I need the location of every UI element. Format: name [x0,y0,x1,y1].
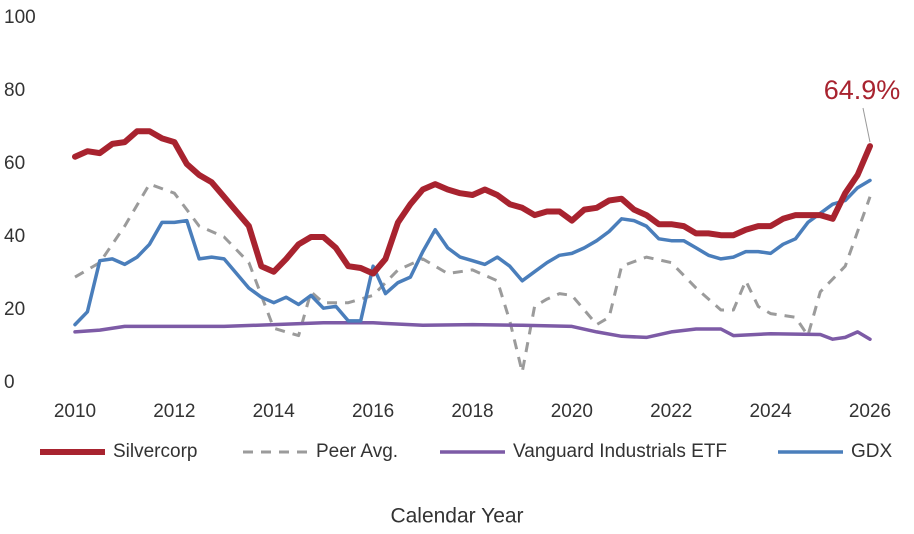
x-tick-label: 2022 [650,401,692,422]
y-tick-label: 20 [4,299,25,320]
x-tick-label: 2018 [451,401,493,422]
legend-label: Peer Avg. [316,441,398,462]
annotation: 64.9% [824,75,901,105]
x-tick-label: 2026 [849,401,891,422]
y-tick-label: 0 [4,372,15,393]
legend-label: Silvercorp [113,441,197,462]
x-axis-label: Calendar Year [390,505,523,528]
x-tick-label: 2024 [749,401,792,422]
series-line [72,128,873,277]
x-tick-label: 2016 [352,401,394,422]
series-line [73,178,872,327]
x-tick-label: 2010 [54,401,96,422]
series-line [73,321,872,341]
y-tick-label: 40 [4,226,25,247]
annotation-leader [862,107,871,143]
legend-label: Vanguard Industrials ETF [513,441,727,462]
y-tick-label: 60 [4,153,25,174]
y-tick-label: 80 [4,80,25,101]
y-tick-label: 100 [4,7,36,28]
x-tick-label: 2020 [551,401,593,422]
series-line [74,182,872,374]
x-tick-label: 2014 [253,401,296,422]
legend-label: GDX [851,441,893,462]
x-tick-label: 2012 [153,401,195,422]
